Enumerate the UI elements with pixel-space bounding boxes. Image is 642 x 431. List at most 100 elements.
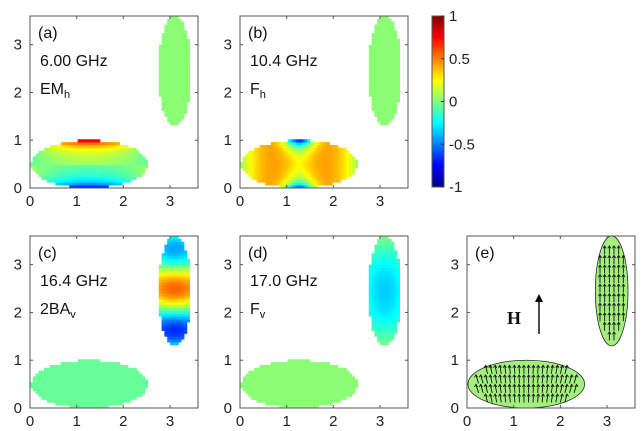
heatmap-cell: [114, 370, 118, 374]
heatmap-cell: [382, 76, 386, 80]
heatmap-cell: [270, 176, 274, 180]
heatmap-cell: [346, 165, 350, 169]
heatmap-cell: [105, 390, 109, 395]
heatmap-cell: [256, 393, 260, 397]
heatmap-cell: [388, 36, 392, 40]
heatmap-cell: [396, 41, 400, 46]
heatmap-cell: [72, 405, 76, 409]
heatmap-cell: [172, 307, 176, 311]
heatmap-cell: [301, 165, 305, 169]
heatmap-cell: [102, 182, 106, 186]
heatmap-cell: [304, 393, 308, 397]
heatmap-cell: [318, 382, 322, 386]
heatmap-cell: [282, 402, 286, 406]
frequency-label: 10.4 GHz: [250, 53, 318, 70]
magnetization-arrowhead: [493, 383, 498, 388]
heatmap-cell: [58, 367, 62, 372]
heatmap-cell: [167, 59, 171, 63]
heatmap-cell: [374, 264, 378, 268]
heatmap-cell: [114, 362, 118, 366]
heatmap-cell: [377, 258, 381, 263]
heatmap-cell: [382, 18, 386, 23]
heatmap-cell: [181, 59, 185, 63]
heatmap-cell: [91, 359, 95, 363]
heatmap-cell: [186, 44, 190, 48]
heatmap-cell: [304, 153, 308, 157]
heatmap-cell: [186, 293, 190, 297]
heatmap-cell: [377, 330, 381, 334]
heatmap-cell: [304, 150, 308, 154]
heatmap-cell: [142, 167, 146, 172]
heatmap-cell: [368, 313, 372, 317]
heatmap-cell: [72, 379, 76, 383]
heatmap-cell: [108, 396, 112, 400]
heatmap-cell: [184, 110, 188, 114]
heatmap-cell: [310, 170, 314, 175]
heatmap-cell: [394, 93, 398, 97]
heatmap-cell: [310, 373, 314, 377]
heatmap-cell: [172, 330, 176, 334]
heatmap-cell: [310, 405, 314, 409]
heatmap-cell: [242, 162, 246, 166]
heatmap-cell: [72, 365, 76, 369]
magnetization-arrow: [494, 375, 498, 384]
heatmap-cell: [77, 170, 81, 175]
heatmap-cell: [377, 21, 381, 25]
heatmap-cell: [259, 370, 263, 374]
magnetization-arrowhead: [512, 364, 517, 368]
heatmap-cell: [349, 162, 353, 166]
heatmap-cell: [332, 396, 336, 400]
heatmap-cell: [371, 99, 375, 103]
heatmap-cell: [172, 44, 176, 48]
heatmap-cell: [161, 261, 165, 266]
heatmap-cell: [382, 264, 386, 268]
heatmap-cell: [391, 102, 395, 106]
heatmap-cell: [273, 167, 277, 172]
heatmap-cell: [139, 373, 143, 377]
heatmap-cell: [279, 379, 283, 383]
heatmap-cell: [175, 24, 179, 28]
heatmap-cell: [69, 390, 73, 395]
heatmap-cell: [83, 373, 87, 377]
x-tick-label: 0: [236, 413, 244, 430]
heatmap-cell: [296, 159, 300, 163]
heatmap-cell: [312, 379, 316, 383]
heatmap-cell: [352, 156, 356, 160]
heatmap-cell: [52, 370, 56, 374]
heatmap-cell: [254, 170, 258, 175]
heatmap-cell: [338, 156, 342, 160]
heatmap-cell: [346, 376, 350, 380]
magnetization-arrow: [499, 384, 502, 393]
heatmap-cell: [382, 84, 386, 89]
heatmap-cell: [181, 310, 185, 314]
heatmap-cell: [382, 81, 386, 86]
heatmap-cell: [170, 238, 174, 243]
heatmap-cell: [130, 379, 134, 383]
heatmap-cell: [136, 150, 140, 154]
heatmap-cell: [307, 162, 311, 166]
heatmap-cell: [172, 59, 176, 63]
heatmap-cell: [133, 170, 137, 175]
heatmap-cell: [178, 27, 182, 31]
heatmap-cell: [296, 365, 300, 369]
heatmap-cell: [324, 376, 328, 380]
heatmap-cell: [293, 165, 297, 169]
heatmap-cell: [282, 170, 286, 175]
heatmap-cell: [396, 267, 400, 271]
mode-subscript: v: [70, 309, 76, 321]
heatmap-cell: [290, 367, 294, 372]
heatmap-cell: [382, 38, 386, 43]
heatmap-cell: [284, 150, 288, 154]
heatmap-cell: [172, 50, 176, 54]
heatmap-cell: [35, 153, 39, 157]
heatmap-cell: [130, 376, 134, 380]
heatmap-cell: [368, 64, 372, 68]
heatmap-cell: [175, 27, 179, 31]
heatmap-cell: [382, 41, 386, 46]
heatmap-cell: [321, 382, 325, 386]
heatmap-cell: [391, 61, 395, 66]
heatmap-cell: [77, 176, 81, 180]
heatmap-cell: [371, 276, 375, 280]
magnetization-arrowhead: [616, 321, 621, 325]
colorbar: 10.50-0.5-1: [431, 8, 475, 196]
